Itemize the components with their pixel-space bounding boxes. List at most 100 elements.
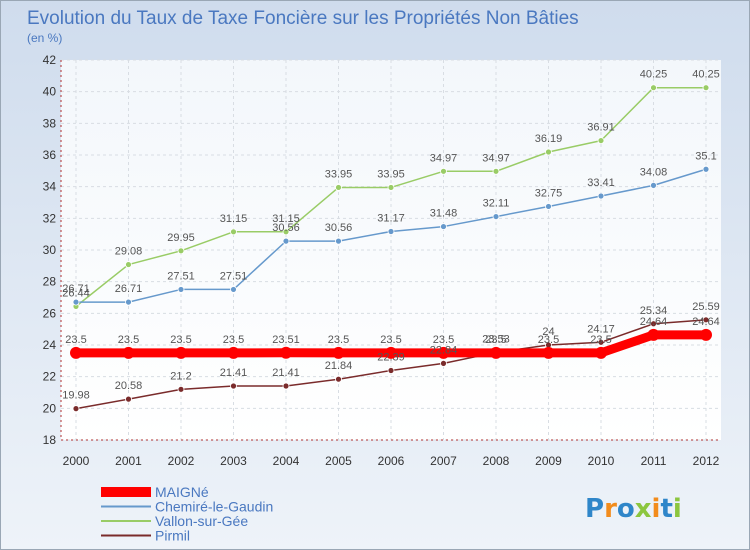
data-label: 33.95 (377, 168, 405, 180)
x-tick-label: 2011 (641, 454, 667, 468)
data-point (440, 167, 447, 175)
data-label: 24.17 (587, 323, 615, 335)
legend-swatch (101, 520, 151, 522)
data-point (335, 375, 342, 383)
data-label: 40.25 (692, 69, 720, 81)
data-label: 23.51 (272, 334, 300, 346)
data-point (545, 148, 552, 156)
data-label: 21.84 (325, 360, 353, 372)
data-label: 25.59 (692, 301, 720, 313)
data-label: 26.44 (62, 287, 90, 299)
data-label: 22.39 (377, 351, 405, 363)
data-label: 27.51 (220, 270, 248, 282)
data-point (230, 286, 237, 293)
data-label: 24.64 (692, 316, 720, 328)
x-tick-label: 2012 (693, 454, 720, 468)
data-label: 36.91 (587, 122, 615, 134)
data-point (177, 385, 185, 393)
data-point (387, 367, 395, 374)
y-tick-label: 18 (43, 433, 57, 447)
data-point (440, 223, 447, 230)
data-label: 26.71 (115, 283, 143, 295)
y-tick-label: 22 (43, 370, 57, 384)
x-tick-label: 2010 (588, 454, 615, 468)
data-label: 23.5 (170, 334, 191, 346)
data-label: 19.98 (62, 390, 90, 402)
chart-title: Evolution du Taux de Taxe Foncière sur l… (27, 8, 579, 29)
y-tick-label: 30 (43, 243, 57, 257)
data-point (122, 346, 135, 359)
data-label: 21.2 (170, 370, 191, 382)
data-label: 32.11 (483, 198, 510, 210)
y-tick-label: 32 (43, 211, 57, 225)
data-point (125, 298, 132, 306)
legend: MAIGNéChemiré-le-GaudinVallon-sur-GéePir… (101, 484, 273, 544)
data-point (280, 346, 292, 359)
data-label: 30.56 (272, 222, 300, 234)
data-point (650, 320, 657, 328)
data-point (490, 346, 502, 359)
legend-label: Pirmil (155, 528, 190, 544)
data-point (70, 346, 82, 359)
data-point (545, 203, 552, 210)
data-point (702, 165, 710, 173)
data-label: 30.56 (325, 222, 353, 234)
legend-swatch (101, 534, 151, 537)
y-tick-label: 26 (43, 306, 57, 320)
data-point (385, 346, 397, 359)
x-tick-label: 2007 (430, 454, 457, 468)
data-point (650, 181, 657, 189)
data-point (72, 298, 80, 306)
data-point (282, 228, 290, 236)
x-tick-label: 2000 (63, 454, 90, 468)
data-label: 23.5 (380, 334, 401, 346)
data-label: 23.5 (485, 334, 506, 346)
x-tick-label: 2001 (115, 454, 142, 468)
legend-label: Vallon-sur-Gée (155, 513, 248, 529)
data-label: 32.75 (535, 187, 563, 199)
data-label: 33.95 (325, 168, 353, 180)
data-label: 22.84 (430, 344, 458, 356)
data-label: 21.41 (220, 367, 248, 379)
watermark-logo: Proxiti (585, 494, 682, 524)
data-point (335, 184, 342, 191)
y-tick-label: 38 (43, 116, 57, 130)
data-point (282, 382, 290, 390)
data-point (177, 286, 185, 293)
data-label: 21.41 (272, 367, 300, 379)
data-label: 31.15 (220, 213, 248, 225)
data-point (440, 359, 447, 367)
data-label: 27.51 (167, 270, 195, 282)
x-tick-label: 2009 (535, 454, 562, 468)
data-label: 24 (542, 326, 554, 338)
data-label: 26.71 (62, 283, 90, 295)
data-label: 31.15 (272, 213, 300, 225)
data-point (597, 137, 605, 144)
unit-label: (en %) (27, 31, 62, 45)
data-label: 34.97 (482, 152, 510, 164)
data-point (597, 192, 605, 200)
legend-swatch (101, 487, 151, 497)
data-label: 24.64 (640, 316, 668, 328)
data-label: 31.48 (430, 208, 458, 220)
data-point (175, 346, 187, 359)
data-label: 23.53 (482, 333, 510, 345)
data-label: 23.5 (590, 334, 611, 346)
data-point (230, 228, 237, 236)
data-labels: 26.44 29.08 29.95 31.15 31.15 33.95 33.95 34.97… (62, 69, 720, 402)
data-point (542, 346, 555, 359)
data-label: 33.41 (587, 177, 615, 189)
data-point (230, 382, 237, 390)
data-point (335, 237, 342, 245)
x-tick-label: 2005 (325, 454, 352, 468)
legend-swatch (101, 505, 151, 508)
data-label: 23.5 (65, 334, 86, 346)
data-point (595, 346, 607, 359)
data-label: 25.34 (640, 305, 668, 317)
data-label: 23.5 (223, 334, 244, 346)
y-tick-label: 34 (43, 180, 57, 194)
data-point (597, 338, 605, 346)
x-tick-label: 2008 (483, 454, 510, 468)
data-point (650, 84, 657, 92)
data-label: 40.25 (640, 69, 668, 81)
